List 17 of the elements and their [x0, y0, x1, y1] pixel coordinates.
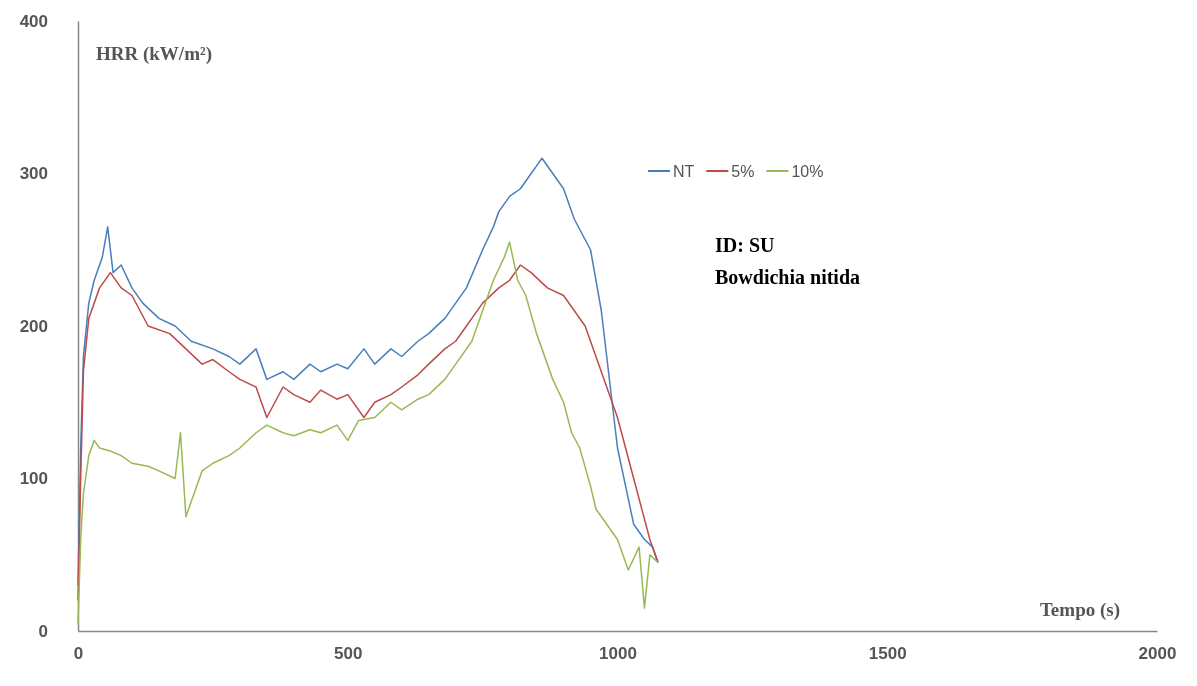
x-tick-label: 500: [334, 644, 363, 664]
legend-label: NT: [673, 163, 695, 180]
x-axis-title: Tempo (s): [1039, 599, 1120, 621]
legend-label: 10%: [791, 163, 824, 180]
x-tick-label: 2000: [1138, 644, 1177, 664]
y-tick-label: 100: [19, 469, 48, 489]
annotation: ID: SU: [715, 234, 775, 256]
x-tick-label: 1000: [599, 644, 637, 664]
annotation: Bowdichia nitida: [715, 266, 861, 288]
y-axis-title: HRR (kW/m²): [96, 43, 212, 65]
y-tick-label: 300: [19, 164, 48, 184]
legend-label: 5%: [731, 163, 755, 180]
y-tick-label: 400: [19, 11, 48, 31]
y-tick-label: 0: [38, 621, 48, 641]
x-tick-label: 1500: [868, 644, 907, 664]
y-tick-label: 200: [19, 316, 48, 336]
x-tick-label: 0: [73, 644, 84, 664]
